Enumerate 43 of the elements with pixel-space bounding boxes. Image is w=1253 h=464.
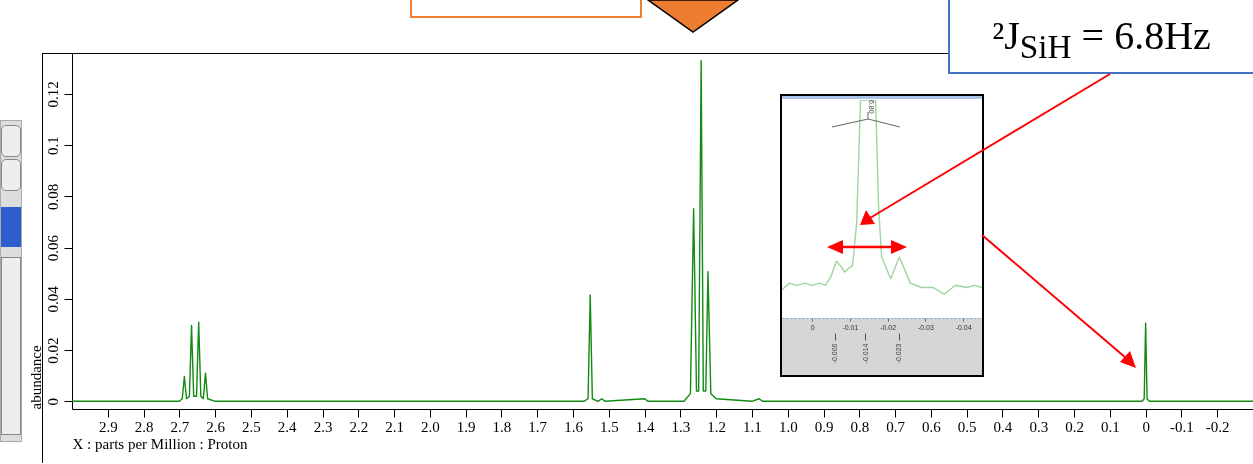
x-tick-label: 0.2 (1065, 418, 1084, 435)
x-tick-label: 2.6 (206, 418, 226, 435)
x-tick-label: 1.4 (635, 418, 655, 435)
x-tick-label: 1.1 (743, 418, 762, 435)
y-tick-label: 0.08 (44, 183, 61, 211)
x-tick-label: 0.6 (922, 418, 942, 435)
x-tick-label: 2.7 (170, 418, 190, 435)
y-tick-label: 0 (44, 398, 61, 406)
y-tick-label: 0.04 (44, 285, 61, 313)
x-tick-label: 2.0 (421, 418, 440, 435)
x-tick-label: 1.7 (528, 418, 548, 435)
x-tick-label: 1.0 (778, 418, 798, 435)
x-tick-label: 1.3 (671, 418, 691, 435)
x-axis-title: X : parts per Million : Proton (72, 435, 248, 452)
x-tick-label: 1.9 (456, 418, 476, 435)
line-series (72, 59, 1253, 403)
y-tick-label: 0.02 (44, 337, 61, 364)
x-tick-label: 1.2 (707, 418, 727, 435)
y-tick-label: 0.12 (44, 81, 61, 108)
x-tick-label: 0.8 (850, 418, 870, 435)
x-tick-label: 0.4 (993, 418, 1013, 435)
x-tick-label: 1.6 (564, 418, 584, 435)
x-tick-label: 2.9 (98, 418, 118, 435)
y-tick-label: 0.06 (44, 234, 61, 262)
x-tick-label: 2.5 (242, 418, 261, 435)
x-tick-label: 0.3 (1029, 418, 1049, 435)
x-tick-label: 1.8 (492, 418, 512, 435)
y-axis-title: abundance (27, 345, 44, 410)
x-tick-label: 2.3 (313, 418, 333, 435)
annotation: ²J$_{SiH}$ = 6.8Hz (992, 13, 1211, 65)
y-tick-label: 0.1 (44, 136, 61, 156)
x-tick-label: 0.9 (814, 418, 834, 435)
x-tick-label: 0.5 (957, 418, 977, 435)
x-tick-label: 0 (1142, 418, 1150, 435)
x-tick-label: 0.1 (1100, 418, 1120, 435)
x-tick-label: 2.4 (277, 418, 298, 435)
x-tick-label: 2.2 (349, 418, 369, 435)
x-tick-label: -0.1 (1170, 418, 1194, 435)
x-tick-label: 2.1 (385, 418, 404, 435)
x-tick-label: 2.8 (134, 418, 154, 435)
x-tick-label: -0.2 (1205, 418, 1230, 435)
x-tick-label: 1.5 (599, 418, 619, 435)
x-tick-label: 0.7 (886, 418, 906, 435)
